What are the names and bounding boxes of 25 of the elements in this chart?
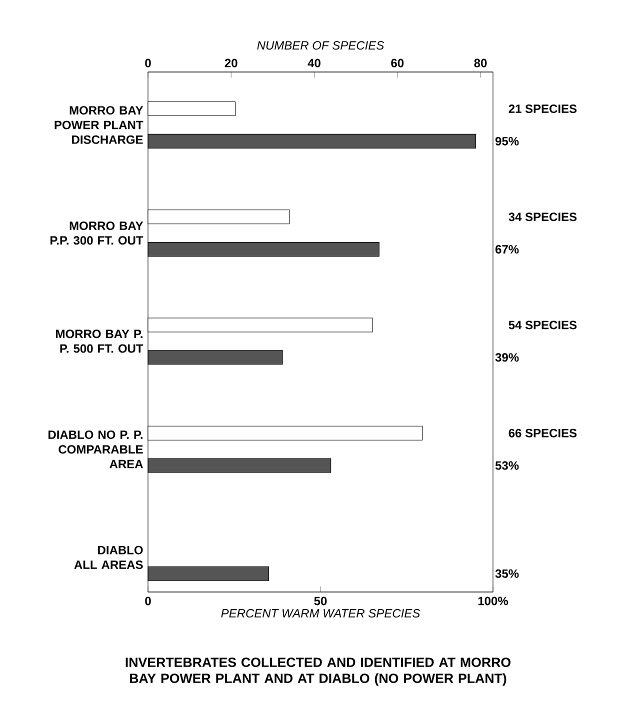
- y-tick-label: MORRO BAY POWER PLANT DISCHARGE: [54, 106, 144, 144]
- x2-tick-label: 60: [391, 58, 404, 68]
- x2-tick-label: 80: [474, 58, 487, 68]
- data-label: 53%: [495, 461, 519, 470]
- y-tick-label: DIABLO NO P. P. COMPARABLE AREA: [48, 430, 143, 468]
- x-tick-label: 0: [145, 596, 151, 606]
- data-label: 67%: [495, 245, 519, 254]
- x2-axis-title: NUMBER OF SPECIES: [257, 41, 384, 50]
- x-tick-label: 50: [314, 596, 327, 606]
- y-tick-label: MORRO BAY P. P. 500 FT. OUT: [56, 330, 144, 353]
- y-tick-label: MORRO BAY P.P. 300 FT. OUT: [50, 221, 144, 245]
- x-axis-title: PERCENT WARM WATER SPECIES: [221, 609, 420, 618]
- data-label: 21 SPECIES: [508, 104, 577, 114]
- data-label: 54 SPECIES: [508, 320, 577, 330]
- y-tick-label: DIABLO ALL AREAS: [74, 546, 143, 569]
- data-label: 39%: [495, 353, 519, 362]
- x-tick-label: 100%: [478, 596, 508, 606]
- data-label: 66 SPECIES: [508, 428, 577, 438]
- x2-tick-label: 0: [145, 58, 151, 68]
- data-label: 95%: [495, 136, 519, 146]
- data-label: 34 SPECIES: [508, 212, 577, 222]
- x2-tick-label: 20: [224, 58, 238, 68]
- data-label: 35%: [495, 569, 519, 578]
- x2-tick-label: 40: [308, 58, 320, 68]
- text: INVERTEBRATES COLLECTED AND IDENTIFIED AT MORRO BAY POWER PLANT AND AT DIABLO (NO POWER PLANT): [126, 658, 510, 686]
